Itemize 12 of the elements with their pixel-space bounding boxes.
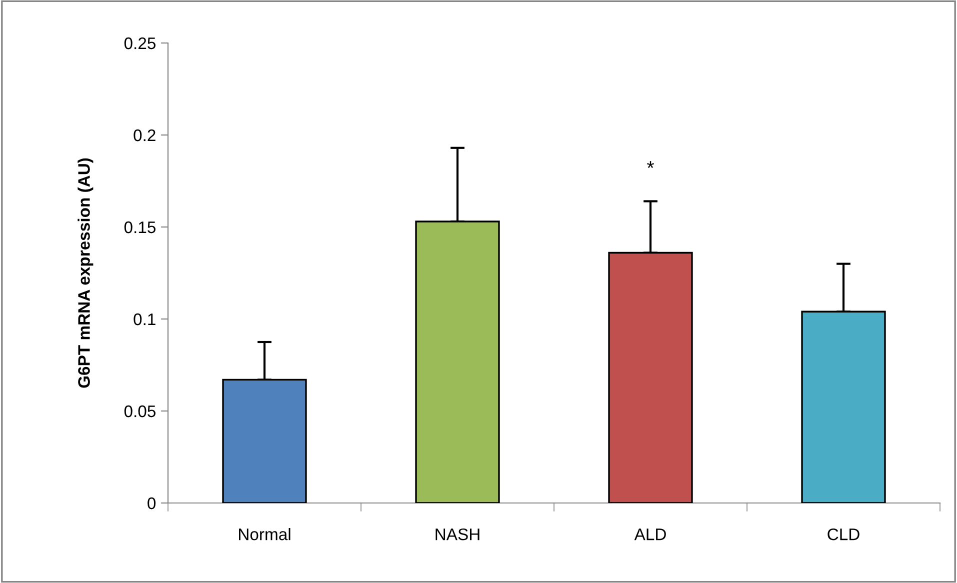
x-tick-label: NASH [436,528,480,540]
x-tick-label: Normal [239,528,290,540]
y-tick-label: 0.05 [124,405,156,418]
y-tick-label: 0.1 [134,313,156,326]
annotation: * [647,161,654,168]
y-tick-label: 0.15 [124,221,156,234]
y-axis-title: G6PT mRNA expression (AU) [78,158,94,388]
x-tick-label: CLD [828,528,860,540]
y-tick-label: 0.2 [134,129,156,142]
y-tick-label: 0.25 [124,37,156,50]
y-tick-label: 0 [148,497,156,510]
x-tick-label: ALD [634,528,666,540]
